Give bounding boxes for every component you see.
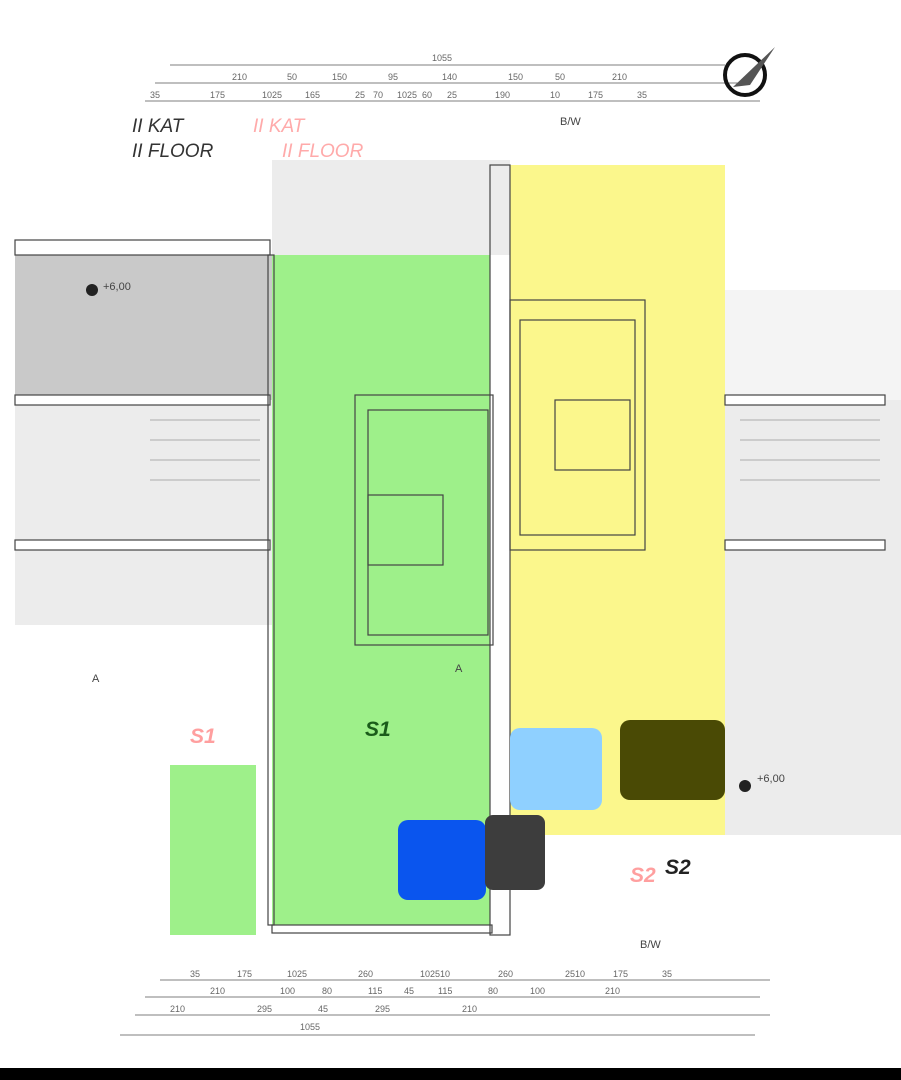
unit-label-s2: S2: [665, 856, 691, 879]
dim-label: 115: [368, 986, 382, 996]
dim-label: 1025: [287, 969, 307, 979]
dim-label: 25: [447, 90, 457, 100]
top-gray-area: [272, 160, 510, 255]
dim-label: 10: [550, 90, 560, 100]
pool-s1: [398, 820, 486, 900]
dim-label: 210: [232, 72, 247, 82]
dim-label: 80: [322, 986, 332, 996]
section-mark-a-right: A: [455, 663, 463, 675]
dim-label: 35: [150, 90, 160, 100]
dim-label: 80: [488, 986, 498, 996]
pool-s2: [510, 728, 602, 810]
dark-roof-left: [485, 815, 545, 890]
dim-bottom-total: 1055: [300, 1022, 320, 1032]
dim-label: 210: [210, 986, 225, 996]
left-light-area: [15, 400, 272, 625]
title-kat-overlay: II KAT: [253, 116, 306, 137]
unit-s1-terrace: [170, 765, 256, 935]
section-mark-bw-bottom: B/W: [640, 939, 661, 951]
dim-label: 175: [588, 90, 603, 100]
title-floor-overlay: II FLOOR: [282, 141, 364, 162]
dim-label: 35: [662, 969, 672, 979]
stair-treads: [150, 419, 880, 481]
dim-label: 175: [613, 969, 628, 979]
dim-label: 100: [280, 986, 295, 996]
dimension-lines: [120, 64, 770, 1036]
dim-label: 210: [612, 72, 627, 82]
dim-label: 45: [318, 1004, 328, 1014]
unit-s1-area: [272, 255, 490, 925]
dim-label: 295: [375, 1004, 390, 1014]
right-upper-gray: [725, 290, 901, 400]
level-marker-icon: [86, 284, 98, 296]
dim-label: 175: [237, 969, 252, 979]
dim-label: 50: [287, 72, 297, 82]
dim-label: 260: [358, 969, 373, 979]
dim-label: 1025: [397, 90, 417, 100]
dim-top-row3: 35 175 1025 165 25 70 1025 60 25 190 10 …: [150, 90, 647, 100]
dim-label: 190: [495, 90, 510, 100]
dim-label: 295: [257, 1004, 272, 1014]
dim-label: 260: [498, 969, 513, 979]
dim-label: 95: [388, 72, 398, 82]
dim-label: 60: [422, 90, 432, 100]
section-mark-bw-top: B/W: [560, 116, 581, 128]
dim-label: 210: [462, 1004, 477, 1014]
dim-label: 25: [355, 90, 365, 100]
dim-label: 1025: [262, 90, 282, 100]
bottom-bar: [0, 1068, 901, 1080]
dim-label: 102510: [420, 969, 450, 979]
right-light-area: [725, 400, 901, 835]
dim-label: 2510: [565, 969, 585, 979]
dim-label: 175: [210, 90, 225, 100]
dim-label: 150: [332, 72, 347, 82]
dark-roof-right: [620, 720, 725, 800]
dim-label: 210: [170, 1004, 185, 1014]
dim-label: 165: [305, 90, 320, 100]
dim-label: 35: [190, 969, 200, 979]
unit-label-s1: S1: [365, 718, 391, 741]
level-marker-icon: [739, 780, 751, 792]
dim-label: 45: [404, 986, 414, 996]
dim-label: 100: [530, 986, 545, 996]
dim-label: 150: [508, 72, 523, 82]
dim-label: 210: [605, 986, 620, 996]
dim-top-total: 1055: [432, 53, 452, 63]
dim-label: 140: [442, 72, 457, 82]
section-mark-a-left: A: [92, 673, 100, 685]
dim-label: 35: [637, 90, 647, 100]
unit-label-s1-alt: S1: [190, 725, 216, 748]
north-arrow-icon: [723, 47, 775, 97]
level-right: +6,00: [757, 773, 785, 785]
dim-bottom-row2: 210 100 80 115 45 115 80 100 210: [210, 986, 620, 996]
dim-label: 50: [555, 72, 565, 82]
walls: [14, 164, 886, 936]
title-floor: II FLOOR: [132, 141, 214, 162]
dim-label: 115: [438, 986, 452, 996]
dim-bottom-row1: 35 175 1025 260 102510 260 2510 175 35: [190, 969, 672, 979]
title-kat: II KAT: [132, 116, 185, 137]
left-gray-area: [15, 255, 272, 400]
dim-bottom-row3: 210 295 45 295 210: [170, 1004, 477, 1014]
dim-top-row2: 210 50 150 95 140 150 50 210: [232, 72, 627, 82]
dim-label: 70: [373, 90, 383, 100]
level-left: +6,00: [103, 281, 131, 293]
unit-label-s2-alt: S2: [630, 864, 656, 887]
